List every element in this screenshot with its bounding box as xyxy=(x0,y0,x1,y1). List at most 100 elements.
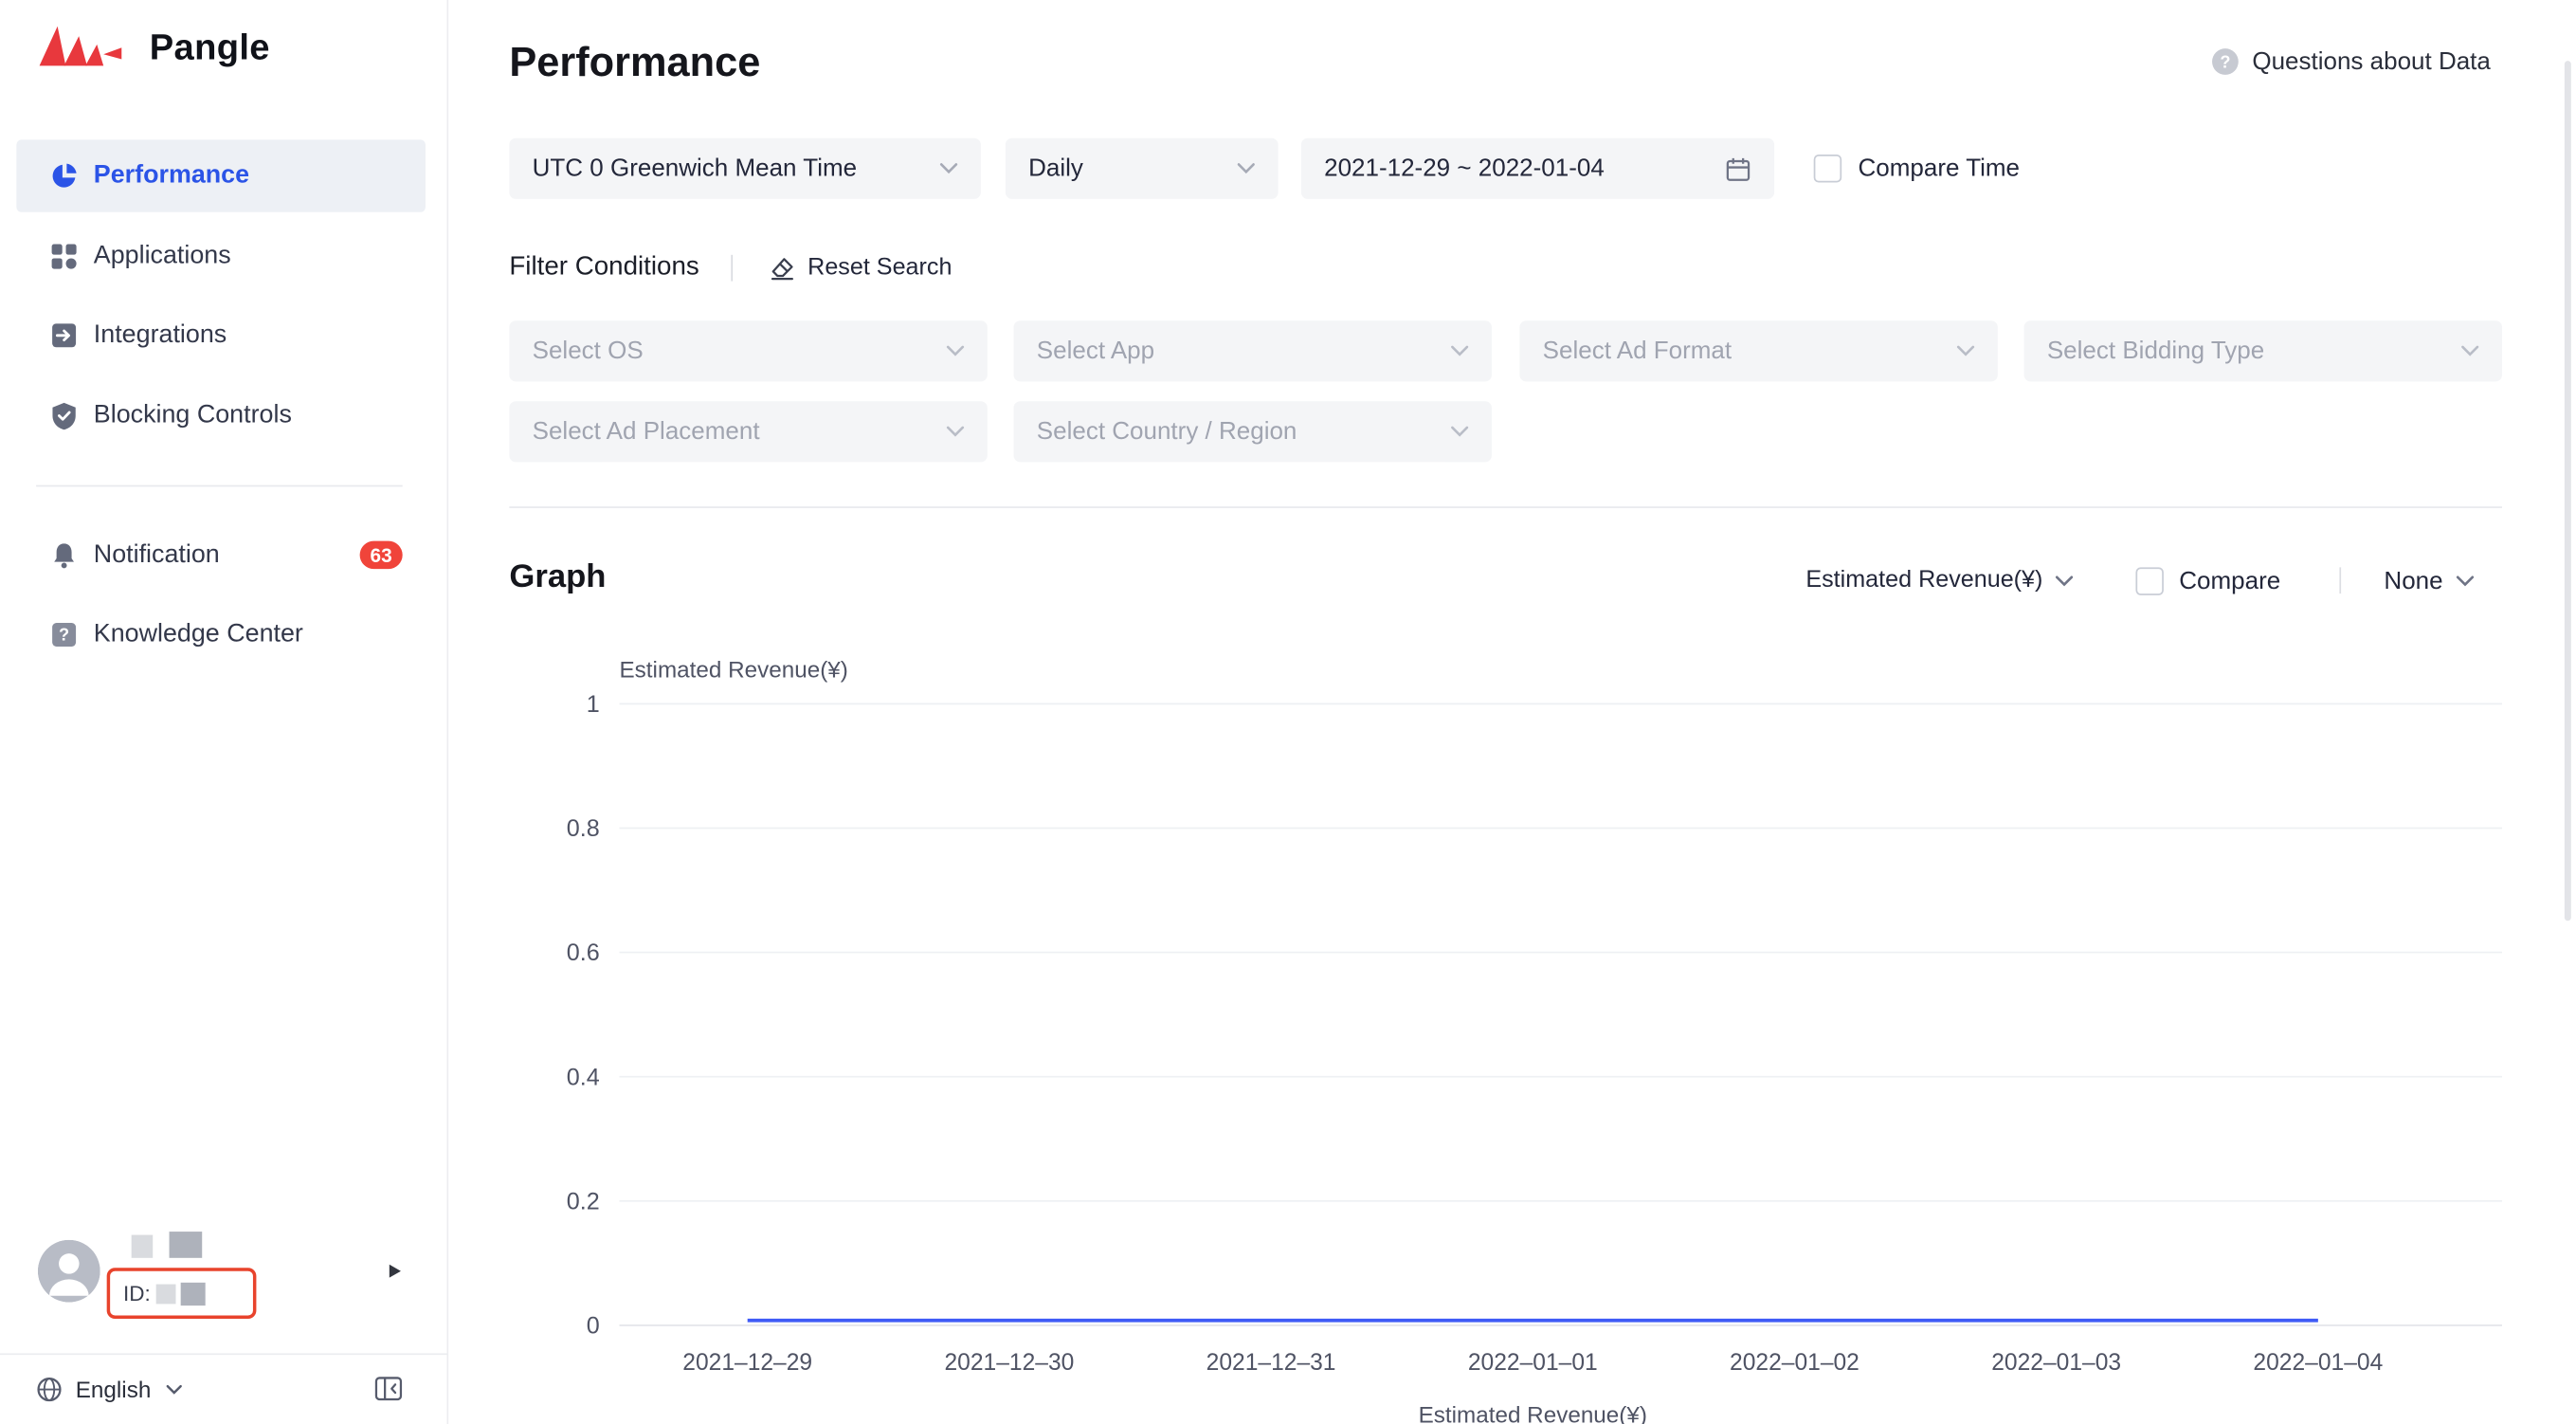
chevron-down-icon xyxy=(1237,163,1255,174)
account-expand-arrow-icon[interactable] xyxy=(389,1264,401,1278)
granularity-select[interactable]: Daily xyxy=(1005,137,1279,199)
svg-text:2021–12–31: 2021–12–31 xyxy=(1206,1350,1336,1376)
pie-chart-icon xyxy=(49,161,79,191)
sidebar-item-label: Applications xyxy=(93,241,231,269)
svg-text:2022–01–04: 2022–01–04 xyxy=(2253,1350,2383,1376)
dimension-select[interactable]: None xyxy=(2384,566,2443,594)
reset-search-button[interactable]: Reset Search xyxy=(769,255,952,282)
questions-about-data-label: Questions about Data xyxy=(2252,47,2491,76)
sidebar-item-performance[interactable]: Performance xyxy=(16,139,426,212)
vertical-divider xyxy=(730,254,733,282)
svg-text:2021–12–29: 2021–12–29 xyxy=(682,1350,812,1376)
chevron-down-icon xyxy=(946,345,965,356)
date-range-picker[interactable]: 2021-12-29 ~ 2022-01-04 xyxy=(1300,137,1775,199)
compare-time-control: Compare Time xyxy=(1813,138,2021,199)
account-id-annotation-box: ID: xyxy=(106,1268,257,1319)
redacted-account-id xyxy=(155,1283,175,1304)
select-app-dropdown[interactable]: Select App xyxy=(1013,320,1492,382)
select-ad-placement-placeholder: Select Ad Placement xyxy=(532,417,760,447)
filter-conditions-row: Filter Conditions Reset Search xyxy=(509,250,952,286)
language-bar: English xyxy=(0,1353,449,1424)
date-range-value: 2021-12-29 ~ 2022-01-04 xyxy=(1324,155,1605,183)
redacted-account-name xyxy=(169,1232,203,1258)
compare-time-checkbox[interactable] xyxy=(1813,155,1842,183)
svg-text:2022–01–01: 2022–01–01 xyxy=(1468,1350,1598,1376)
filter-conditions-label: Filter Conditions xyxy=(509,253,699,282)
chevron-down-icon xyxy=(1956,345,1975,356)
sidebar-item-knowledge-center[interactable]: ? Knowledge Center xyxy=(16,598,426,670)
sidebar-item-label: Performance xyxy=(93,160,250,190)
svg-text:0.8: 0.8 xyxy=(567,815,600,842)
sidebar-item-blocking-controls[interactable]: Blocking Controls xyxy=(16,379,426,451)
sidebar-menu: Performance Applications xyxy=(0,139,446,678)
chevron-down-icon xyxy=(946,426,965,437)
revenue-chart-container: 0 0.2 0.4 0.6 0.8 1 Estimated Revenue(¥) 2021–1… xyxy=(509,651,2502,1424)
brand-name: Pangle xyxy=(149,26,270,68)
graph-controls: Estimated Revenue(¥) Compare None xyxy=(1805,562,2475,598)
language-selector[interactable]: English xyxy=(75,1376,152,1403)
compare-checkbox[interactable] xyxy=(2136,566,2165,594)
svg-text:?: ? xyxy=(59,626,69,645)
bell-icon xyxy=(49,540,79,570)
select-os-placeholder: Select OS xyxy=(532,337,644,366)
sidebar-item-label: Blocking Controls xyxy=(93,400,292,429)
globe-icon xyxy=(36,1377,63,1403)
revenue-chart: 0 0.2 0.4 0.6 0.8 1 Estimated Revenue(¥) 2021–1… xyxy=(567,658,2502,1424)
chevron-down-icon xyxy=(166,1384,182,1395)
svg-text:Estimated Revenue(¥): Estimated Revenue(¥) xyxy=(619,658,847,684)
sidebar-item-integrations[interactable]: Integrations xyxy=(16,300,426,372)
collapse-sidebar-icon[interactable] xyxy=(374,1377,403,1401)
vertical-divider xyxy=(2339,567,2342,594)
select-app-placeholder: Select App xyxy=(1036,337,1155,366)
pangle-logo-icon xyxy=(36,20,137,76)
sidebar-item-notification[interactable]: Notification 63 xyxy=(16,519,426,591)
select-ad-format-placeholder: Select Ad Format xyxy=(1542,337,1732,366)
page-title: Performance xyxy=(509,39,761,86)
granularity-value: Daily xyxy=(1028,155,1083,183)
chevron-down-icon xyxy=(939,163,958,174)
reset-eraser-icon xyxy=(769,255,795,282)
compare-label: Compare xyxy=(2179,566,2281,594)
account-section[interactable]: ID: xyxy=(0,1222,448,1354)
sidebar-item-label: Integrations xyxy=(93,320,227,349)
sidebar: Pangle Performance xyxy=(0,0,449,1424)
integration-arrow-icon xyxy=(49,320,79,350)
questions-about-data-link[interactable]: ? Questions about Data xyxy=(2211,47,2491,76)
select-bidding-type-dropdown[interactable]: Select Bidding Type xyxy=(2023,320,2502,382)
chevron-down-icon xyxy=(2456,575,2475,586)
scrollbar[interactable] xyxy=(2564,61,2571,922)
question-circle-icon: ? xyxy=(2211,47,2239,75)
section-divider xyxy=(509,506,2502,508)
redacted-account-id xyxy=(180,1281,206,1305)
svg-text:?: ? xyxy=(2220,53,2230,72)
chevron-down-icon xyxy=(1451,345,1469,356)
sidebar-divider xyxy=(36,484,403,486)
select-bidding-type-placeholder: Select Bidding Type xyxy=(2046,337,2265,366)
sidebar-item-label: Knowledge Center xyxy=(93,619,303,648)
select-ad-placement-dropdown[interactable]: Select Ad Placement xyxy=(509,401,988,463)
sidebar-item-label: Notification xyxy=(93,539,220,569)
chevron-down-icon xyxy=(1451,426,1469,437)
svg-text:2021–12–30: 2021–12–30 xyxy=(944,1350,1074,1376)
svg-text:2022–01–03: 2022–01–03 xyxy=(1991,1350,2121,1376)
calendar-icon xyxy=(1725,155,1751,182)
avatar[interactable] xyxy=(37,1239,100,1303)
chevron-down-icon xyxy=(2056,575,2074,586)
apps-grid-icon xyxy=(49,241,79,270)
compare-time-label: Compare Time xyxy=(1858,155,2021,183)
notification-count-badge: 63 xyxy=(359,540,403,570)
redacted-account-name xyxy=(131,1234,154,1258)
svg-text:0.6: 0.6 xyxy=(567,940,600,966)
svg-text:2022–01–02: 2022–01–02 xyxy=(1730,1350,1859,1376)
select-country-region-dropdown[interactable]: Select Country / Region xyxy=(1013,401,1492,463)
timezone-value: UTC 0 Greenwich Mean Time xyxy=(532,155,858,183)
select-ad-format-dropdown[interactable]: Select Ad Format xyxy=(1519,320,1998,382)
brand-logo[interactable]: Pangle xyxy=(36,20,270,76)
select-country-region-placeholder: Select Country / Region xyxy=(1036,417,1297,447)
sidebar-item-applications[interactable]: Applications xyxy=(16,220,426,292)
metric-select[interactable]: Estimated Revenue(¥) xyxy=(1805,567,2043,594)
question-square-icon: ? xyxy=(49,620,79,649)
select-os-dropdown[interactable]: Select OS xyxy=(509,320,988,382)
timezone-select[interactable]: UTC 0 Greenwich Mean Time xyxy=(509,137,981,199)
